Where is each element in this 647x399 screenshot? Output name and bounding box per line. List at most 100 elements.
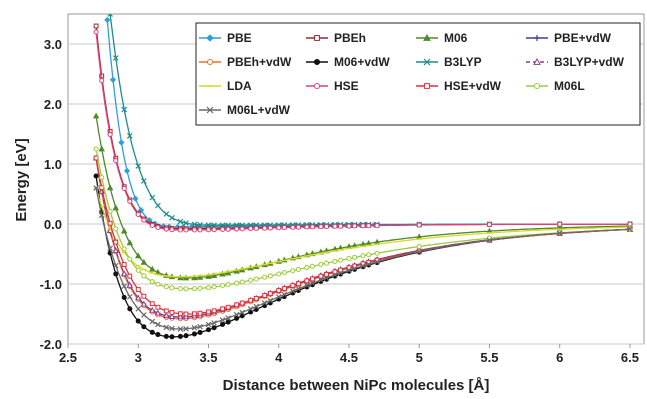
- data-point: [206, 106, 214, 114]
- series-hse: [93, 29, 633, 233]
- data-point: [416, 222, 422, 228]
- data-point: [219, 226, 226, 232]
- data-point: [323, 223, 330, 230]
- data-point: [113, 271, 119, 277]
- data-point: [191, 227, 197, 233]
- data-point: [309, 280, 316, 286]
- data-point: [211, 227, 217, 233]
- data-point: [486, 221, 493, 228]
- data-point: [177, 333, 183, 339]
- data-point: [149, 279, 155, 285]
- legend-label: HSE+vdW: [444, 79, 502, 93]
- data-point: [486, 237, 493, 243]
- data-point: [192, 311, 197, 317]
- data-point: [304, 282, 310, 289]
- data-point: [163, 284, 169, 290]
- data-point: [168, 313, 176, 319]
- x-tick-label: 6.5: [621, 350, 639, 365]
- data-point: [135, 306, 142, 312]
- data-point: [220, 306, 225, 312]
- data-point: [123, 167, 131, 174]
- x-tick-label: 6: [556, 350, 563, 365]
- data-point: [225, 226, 231, 232]
- data-point: [134, 294, 142, 301]
- data-point: [313, 82, 321, 90]
- data-point: [332, 223, 338, 229]
- legend-label: HSE: [334, 79, 359, 93]
- data-point: [323, 275, 330, 281]
- data-point: [211, 222, 217, 229]
- data-point: [112, 204, 120, 211]
- data-point: [169, 325, 175, 332]
- series-m06l-vdw: [93, 185, 633, 332]
- data-point: [416, 243, 422, 250]
- data-point: [313, 58, 321, 66]
- legend-item: PBEh+vdW: [199, 55, 292, 69]
- data-point: [295, 281, 301, 287]
- data-point: [99, 175, 105, 181]
- data-point: [248, 277, 254, 283]
- data-point: [233, 267, 240, 274]
- data-point: [351, 265, 358, 272]
- legend-label: B3LYP: [444, 55, 482, 69]
- data-point: [248, 309, 254, 315]
- data-point: [290, 268, 296, 274]
- data-point: [112, 262, 119, 269]
- data-point: [234, 226, 240, 232]
- data-point: [191, 331, 197, 337]
- data-point: [104, 16, 111, 24]
- data-point: [134, 252, 142, 259]
- data-point: [219, 222, 226, 229]
- legend-label: PBE+vdW: [554, 31, 612, 45]
- data-point: [346, 267, 352, 274]
- data-point: [332, 258, 338, 264]
- data-point: [267, 225, 273, 231]
- data-point: [127, 306, 133, 312]
- legend-item: M06L: [526, 79, 585, 93]
- data-point: [267, 291, 273, 296]
- data-point: [135, 163, 142, 169]
- legend-item: M06+vdW: [306, 55, 390, 69]
- y-tick-label: 3.0: [44, 37, 62, 52]
- legend-item: PBE+vdW: [526, 31, 612, 45]
- legend-item: HSE+vdW: [416, 79, 502, 93]
- data-point: [149, 306, 156, 313]
- data-point: [92, 112, 100, 119]
- data-point: [93, 23, 99, 29]
- data-point: [109, 76, 117, 83]
- data-point: [247, 306, 254, 312]
- data-point: [191, 221, 198, 228]
- data-point: [289, 288, 296, 294]
- data-point: [276, 225, 282, 231]
- data-point: [149, 318, 156, 325]
- y-axis-title: Energy [eV]: [13, 138, 30, 221]
- data-point: [219, 321, 226, 327]
- data-point: [233, 311, 240, 318]
- data-point: [155, 304, 161, 310]
- data-point: [205, 321, 212, 328]
- data-point: [177, 286, 183, 292]
- data-point: [374, 223, 380, 229]
- data-point: [360, 262, 366, 269]
- data-point: [234, 302, 240, 308]
- y-tick-label: 1.0: [44, 157, 62, 172]
- data-point: [290, 283, 296, 289]
- series-m06l: [93, 146, 633, 292]
- data-point: [627, 221, 633, 227]
- data-point: [183, 333, 189, 339]
- data-point: [295, 224, 301, 230]
- data-point: [253, 295, 259, 301]
- data-point: [304, 224, 310, 230]
- data-point: [163, 324, 170, 331]
- data-point: [197, 329, 203, 335]
- data-point: [183, 220, 189, 226]
- data-point: [107, 14, 113, 17]
- data-point: [295, 285, 302, 292]
- data-point: [338, 223, 344, 229]
- data-point: [183, 325, 189, 332]
- data-point: [149, 222, 155, 228]
- data-point: [332, 269, 338, 275]
- data-point: [93, 173, 99, 179]
- legend-item: M06L+vdW: [199, 103, 291, 117]
- data-point: [253, 303, 260, 310]
